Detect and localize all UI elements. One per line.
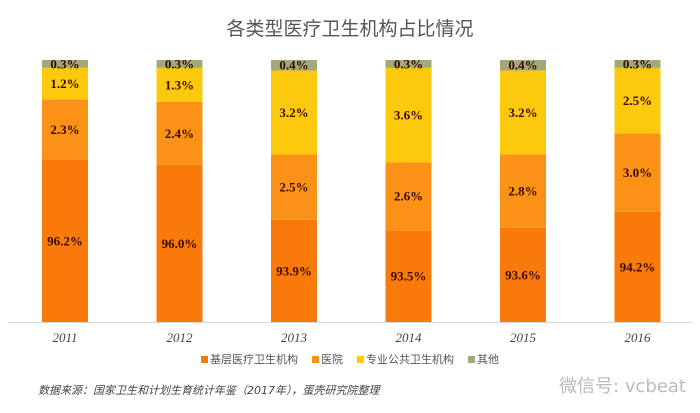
bar-segment [156, 101, 203, 165]
bar-segment [271, 154, 317, 220]
bar-segment [385, 60, 432, 68]
data-label: 2.6% [394, 189, 423, 204]
data-label: 94.2% [620, 259, 656, 274]
bar-segment [500, 154, 546, 228]
bar-segment [42, 159, 88, 322]
data-label: 96.2% [47, 233, 83, 248]
data-label: 0.4% [279, 58, 308, 73]
bar-segment [156, 67, 203, 102]
legend-label: 基层医疗卫生机构 [210, 353, 298, 366]
bar-segment [385, 230, 432, 322]
data-label: 0.3% [165, 56, 194, 71]
x-tick-label: 2012 [167, 330, 194, 345]
data-label: 2.8% [508, 184, 537, 199]
legend-item: 其他 [468, 351, 499, 367]
bar-segment [271, 70, 317, 155]
legend: 基层医疗卫生机构 医院 专业公共卫生机构 其他 [0, 351, 700, 367]
bar-segment [42, 67, 88, 100]
legend-label: 医院 [321, 353, 343, 366]
legend-item: 专业公共卫生机构 [357, 351, 454, 367]
bar-segment [614, 60, 661, 68]
data-label: 2.5% [279, 180, 308, 195]
bar-segment [156, 164, 203, 322]
bar-segment [500, 70, 546, 155]
data-label: 2.4% [165, 126, 194, 141]
bar-segment [385, 162, 432, 231]
legend-item: 医院 [312, 351, 343, 367]
bar-segment [614, 67, 661, 134]
chart-title: 各类型医疗卫生机构占比情况 [226, 18, 474, 40]
stacked-bar-chart: 96.2% 2.3% 1.2% 0.3% 2011 96.0% 2.4% 1.3% 0.3% 20… [8, 56, 692, 345]
data-label: 3.0% [623, 165, 652, 180]
bar-segment [500, 227, 546, 322]
bar-segment [156, 60, 203, 68]
data-label: 0.3% [50, 56, 79, 71]
x-tick-label: 2011 [52, 330, 77, 345]
bar-segment [271, 219, 317, 322]
data-label: 93.5% [391, 269, 427, 284]
data-label: 96.0% [162, 236, 198, 251]
x-tick-label: 2015 [510, 330, 537, 345]
data-label: 2.5% [623, 93, 652, 108]
source-note: 数据来源：国家卫生和计划生育统计年鉴（2017年），蛋壳研究院整理 [38, 384, 380, 397]
legend-swatch [312, 356, 319, 363]
bar-segment [614, 211, 661, 322]
watermark: 微信号: vcbeat [559, 376, 686, 397]
bar-segment [500, 60, 546, 71]
legend-item: 基层医疗卫生机构 [201, 351, 298, 367]
data-label: 0.3% [623, 56, 652, 71]
bar-segment [42, 60, 88, 68]
legend-swatch [201, 356, 208, 363]
x-tick-label: 2016 [625, 330, 652, 345]
legend-swatch [468, 356, 475, 363]
data-label: 1.2% [50, 76, 79, 91]
data-label: 0.4% [508, 58, 537, 73]
bar-segment [614, 133, 661, 212]
data-label: 3.6% [394, 108, 423, 123]
data-label: 93.6% [505, 267, 541, 282]
bar-segment [385, 67, 432, 163]
legend-label: 其他 [477, 353, 499, 366]
data-label: 0.3% [394, 56, 423, 71]
x-tick-label: 2014 [396, 330, 423, 345]
data-label: 93.9% [276, 263, 312, 278]
data-label: 2.3% [50, 122, 79, 137]
data-label: 1.3% [165, 77, 194, 92]
legend-label: 专业公共卫生机构 [366, 353, 454, 366]
data-label: 3.2% [508, 105, 537, 120]
data-label: 3.2% [279, 105, 308, 120]
bar-segment [271, 60, 317, 71]
legend-swatch [357, 356, 364, 363]
x-tick-label: 2013 [281, 330, 308, 345]
bar-segment [42, 99, 88, 160]
